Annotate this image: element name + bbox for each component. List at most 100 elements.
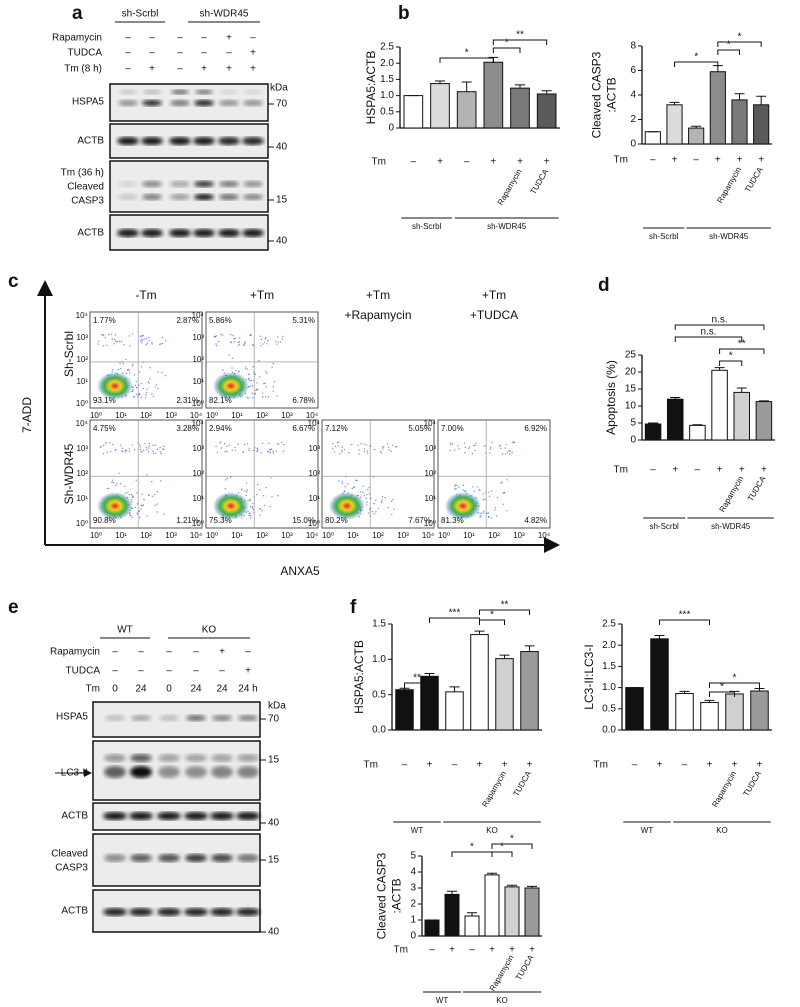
tm-label: Tm <box>614 465 628 476</box>
event-dot <box>264 382 266 385</box>
event-dot <box>97 343 99 345</box>
significance-label: * <box>470 842 474 853</box>
blot-band <box>237 854 259 862</box>
event-dot <box>102 345 105 347</box>
density-blob <box>445 492 481 520</box>
y-tick-label: 1.0 <box>602 682 616 693</box>
event-dot <box>363 443 365 445</box>
event-dot <box>262 396 264 398</box>
kda-label: kDa <box>270 83 288 94</box>
event-dot <box>332 442 334 445</box>
event-dot <box>381 446 384 448</box>
treatment-sign: – <box>177 48 183 59</box>
event-dot <box>240 489 243 491</box>
significance-label: * <box>505 38 509 49</box>
y-tick-label: 8 <box>630 41 636 52</box>
bar <box>536 93 557 129</box>
bar <box>424 919 440 937</box>
band-label: CASP3 <box>55 863 88 874</box>
event-dot <box>221 369 224 371</box>
event-dot <box>132 363 134 365</box>
event-dot <box>131 444 134 446</box>
event-dot <box>226 445 228 448</box>
x-tick-label: 10¹ <box>115 411 127 420</box>
y-tick-label: 2 <box>410 899 416 910</box>
event-dot <box>256 450 258 453</box>
blot-band <box>158 766 180 778</box>
event-dot <box>148 494 150 497</box>
event-dot <box>455 487 457 490</box>
error-bar <box>447 890 457 895</box>
event-dot <box>454 488 456 490</box>
event-dot <box>259 335 262 337</box>
event-dot <box>119 362 121 364</box>
blot-band <box>170 194 190 200</box>
event-dot <box>502 492 505 494</box>
tm-sign: – <box>632 760 638 771</box>
event-dot <box>279 341 282 343</box>
event-dot <box>108 487 110 490</box>
event-dot <box>135 393 138 395</box>
event-dot <box>125 449 128 452</box>
event-dot <box>231 449 233 452</box>
event-dot <box>224 488 227 490</box>
error-bar <box>435 80 445 84</box>
event-dot <box>128 369 130 371</box>
y-tick-label: 10⁰ <box>76 399 88 408</box>
tm-sign: + <box>544 157 550 168</box>
blot-band <box>194 100 214 106</box>
event-dot <box>464 446 466 449</box>
event-dot <box>128 372 131 374</box>
event-dot <box>238 341 240 343</box>
x-tick-label: 10⁰ <box>90 411 102 420</box>
bar <box>689 424 706 441</box>
event-dot <box>489 451 491 454</box>
treatment-sign: – <box>250 33 256 44</box>
event-dot <box>356 479 358 482</box>
event-dot <box>215 445 217 448</box>
blot-band <box>194 181 214 187</box>
event-dot <box>142 449 145 452</box>
event-dot <box>513 441 515 444</box>
event-dot <box>142 334 144 337</box>
event-dot <box>135 380 137 383</box>
significance-bracket <box>479 609 530 615</box>
event-dot <box>248 377 250 379</box>
event-dot <box>155 384 158 386</box>
error-bar <box>670 397 681 400</box>
blot-band <box>236 908 260 916</box>
significance-label: * <box>729 351 733 362</box>
x-tick-label: 10¹ <box>231 531 243 540</box>
event-dot <box>139 444 141 446</box>
event-dot <box>380 452 382 454</box>
column-header: -Tm <box>135 288 156 302</box>
x-tick-label: 10¹ <box>347 531 359 540</box>
y-axis-title: :ACTB <box>605 77 619 112</box>
event-dot <box>473 490 475 492</box>
tm-sign: + <box>732 760 738 771</box>
band-label: CASP3 <box>71 196 104 207</box>
event-dot <box>225 479 227 481</box>
event-dot <box>142 504 145 506</box>
event-dot <box>449 442 452 444</box>
event-dot <box>141 340 143 342</box>
error-bar <box>541 90 552 94</box>
tm-sign: + <box>517 157 523 168</box>
event-dot <box>252 508 255 510</box>
event-dot <box>237 341 239 344</box>
significance-bracket <box>659 619 710 625</box>
event-dot <box>482 493 484 495</box>
treatment-label: TUDCA <box>514 953 536 982</box>
row-label: Sh-WDR45 <box>62 443 76 504</box>
y-tick-label: 10⁰ <box>192 519 204 528</box>
significance-label: ** <box>738 339 746 350</box>
event-dot <box>468 446 471 448</box>
event-dot <box>271 495 273 498</box>
event-dot <box>252 449 254 452</box>
event-dot <box>112 443 114 446</box>
event-dot <box>215 335 217 337</box>
event-dot <box>267 396 270 398</box>
treatment-sign: 0 <box>166 684 172 695</box>
significance-label: ** <box>516 30 524 41</box>
